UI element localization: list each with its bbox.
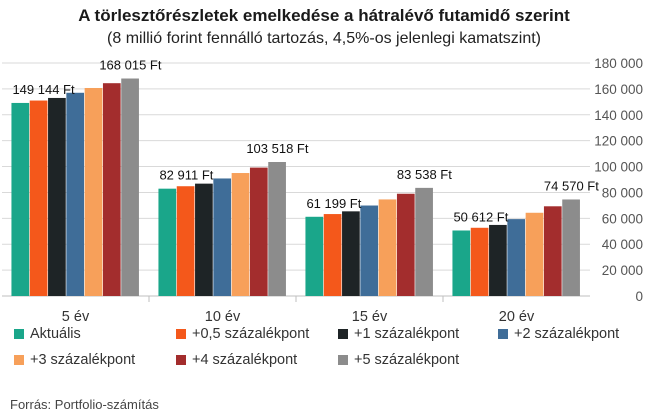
legend-label: +5 százalékpont [354,352,460,368]
y-tick-label: 100 000 [594,160,643,175]
bar [489,224,507,296]
bar [249,167,268,296]
bar [268,162,286,296]
legend-swatch [338,329,348,339]
y-tick-label: 20 000 [602,263,643,278]
legend-label: +1 százalékpont [354,326,460,342]
data-label: 83 538 Ft [397,167,452,182]
legend-swatch [498,329,508,339]
legend-label: +2 százalékpont [514,326,620,342]
bar [562,199,580,296]
bar [121,78,139,296]
bar [66,92,85,297]
bar [11,102,30,296]
y-tick-label: 180 000 [594,56,643,71]
bar [176,186,195,296]
bar [525,212,544,296]
data-label: 74 570 Ft [544,178,599,193]
data-label: 149 144 Ft [12,82,75,97]
legend-label: +4 százalékpont [192,352,298,368]
legend-swatch [14,355,24,365]
bar [470,227,489,296]
y-tick-label: 0 [635,289,643,304]
legend-item: +4 százalékpont [176,352,297,368]
legend-swatch [14,329,24,339]
bar [305,216,324,296]
y-tick-label: 140 000 [594,108,643,123]
bar [507,219,526,296]
legend-item: +0,5 százalékpont [176,326,309,342]
x-tick-label: 15 év [352,309,388,325]
y-tick-label: 80 000 [602,185,643,200]
legend-swatch [338,355,348,365]
legend-swatch [176,329,186,339]
y-tick-label: 160 000 [594,82,643,97]
x-tick-label: 5 év [62,309,90,325]
chart-subtitle: (8 millió forint fennálló tartozás, 4,5%… [107,30,541,47]
legend-swatch [176,355,186,365]
bar [213,178,232,296]
y-tick-label: 40 000 [602,237,643,252]
bar [231,173,250,296]
legend-item: +5 százalékpont [338,352,459,368]
bar [378,199,397,296]
bar [323,214,342,296]
data-label: 50 612 Ft [453,209,508,224]
legend-item: Aktuális [14,326,81,342]
bar [195,183,213,296]
x-tick-label: 10 év [205,309,241,325]
y-tick-label: 120 000 [594,134,643,149]
legend-label: +0,5 százalékpont [192,326,310,342]
bar [158,188,177,296]
bar [360,205,379,296]
bar [396,193,415,296]
data-label: 61 199 Ft [306,196,361,211]
source-note: Forrás: Portfolio-számítás [10,397,159,412]
data-label: 103 518 Ft [246,141,309,156]
bar [452,230,471,296]
legend-label: Aktuális [30,326,81,342]
chart-title: A törlesztőrészletek emelkedése a hátral… [78,6,570,25]
bar [48,97,66,296]
y-tick-label: 60 000 [602,211,643,226]
legend-item: +2 százalékpont [498,326,619,342]
legend-item: +1 százalékpont [338,326,459,342]
bar [84,87,103,296]
bar [29,100,48,297]
x-tick-label: 20 év [499,309,535,325]
bar [102,83,121,297]
data-label: 168 015 Ft [99,58,162,73]
legend-item: +3 százalékpont [14,352,135,368]
legend-label: +3 százalékpont [30,352,136,368]
bar [543,206,562,296]
bar [342,211,360,296]
data-label: 82 911 Ft [159,168,213,183]
bar [415,187,433,296]
